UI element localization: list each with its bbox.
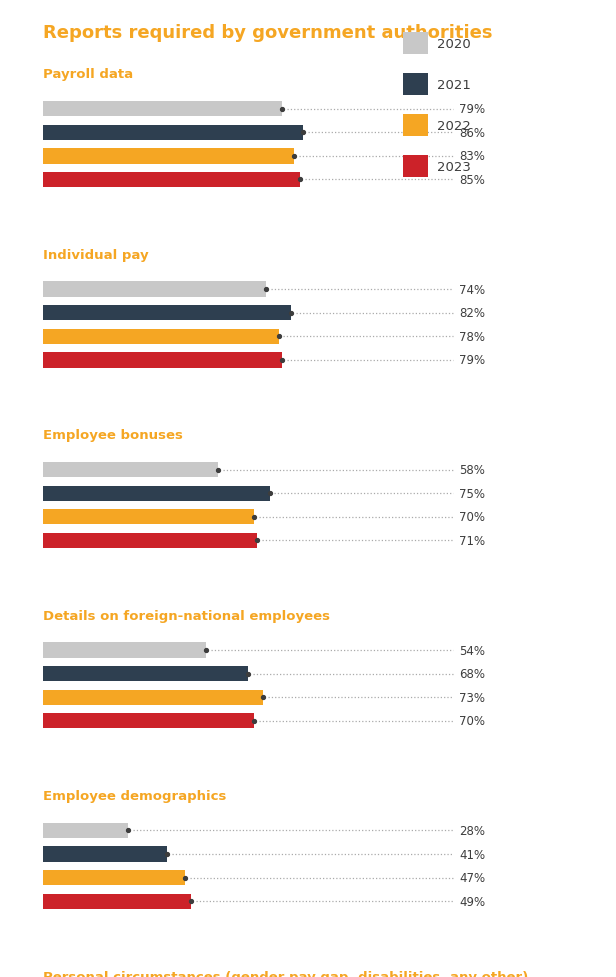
Text: Payroll data: Payroll data <box>43 68 133 81</box>
Bar <box>43 353 282 368</box>
Text: 82%: 82% <box>459 307 485 319</box>
Text: 47%: 47% <box>459 871 485 884</box>
Bar <box>43 173 300 188</box>
Text: 41%: 41% <box>459 848 485 861</box>
Bar <box>43 690 264 705</box>
Text: Employee demographics: Employee demographics <box>43 789 227 802</box>
Text: 83%: 83% <box>459 150 485 163</box>
Text: 2022: 2022 <box>437 119 471 133</box>
Bar <box>403 74 428 96</box>
Bar <box>43 462 218 478</box>
Text: Reports required by government authorities: Reports required by government authoriti… <box>43 24 493 42</box>
Bar <box>43 823 128 838</box>
Text: 71%: 71% <box>459 534 485 547</box>
Bar <box>403 33 428 55</box>
Text: 68%: 68% <box>459 667 485 680</box>
Text: 58%: 58% <box>459 464 485 477</box>
Text: 70%: 70% <box>459 714 485 728</box>
Text: 75%: 75% <box>459 488 485 500</box>
Text: 49%: 49% <box>459 895 485 908</box>
Text: 70%: 70% <box>459 511 485 524</box>
Bar <box>43 713 254 729</box>
Bar <box>43 125 302 141</box>
Bar <box>403 115 428 137</box>
Bar <box>43 643 206 658</box>
Text: 28%: 28% <box>459 824 485 837</box>
Bar <box>43 149 294 164</box>
Bar <box>43 102 282 117</box>
Text: 78%: 78% <box>459 330 485 344</box>
Text: 54%: 54% <box>459 644 485 657</box>
Text: 73%: 73% <box>459 691 485 704</box>
Text: 2023: 2023 <box>437 160 471 174</box>
Bar <box>403 156 428 178</box>
Text: Individual pay: Individual pay <box>43 248 148 262</box>
Text: 2021: 2021 <box>437 78 471 92</box>
Bar <box>43 329 278 345</box>
Text: 79%: 79% <box>459 104 485 116</box>
Bar <box>43 306 291 321</box>
Text: 74%: 74% <box>459 283 485 296</box>
Bar <box>43 846 167 862</box>
Bar <box>43 282 267 298</box>
Text: Details on foreign-national employees: Details on foreign-national employees <box>43 609 330 622</box>
Text: 2020: 2020 <box>437 37 471 51</box>
Text: 85%: 85% <box>459 174 485 187</box>
Bar <box>43 871 185 885</box>
Text: Personal circumstances (gender pay gap, disabilities, any other): Personal circumstances (gender pay gap, … <box>43 969 529 977</box>
Text: 86%: 86% <box>459 127 485 140</box>
Bar <box>43 894 191 909</box>
Bar <box>43 486 270 501</box>
Bar <box>43 510 254 525</box>
Bar <box>43 533 257 548</box>
Bar <box>43 666 248 682</box>
Text: 79%: 79% <box>459 354 485 367</box>
Text: Employee bonuses: Employee bonuses <box>43 429 183 442</box>
